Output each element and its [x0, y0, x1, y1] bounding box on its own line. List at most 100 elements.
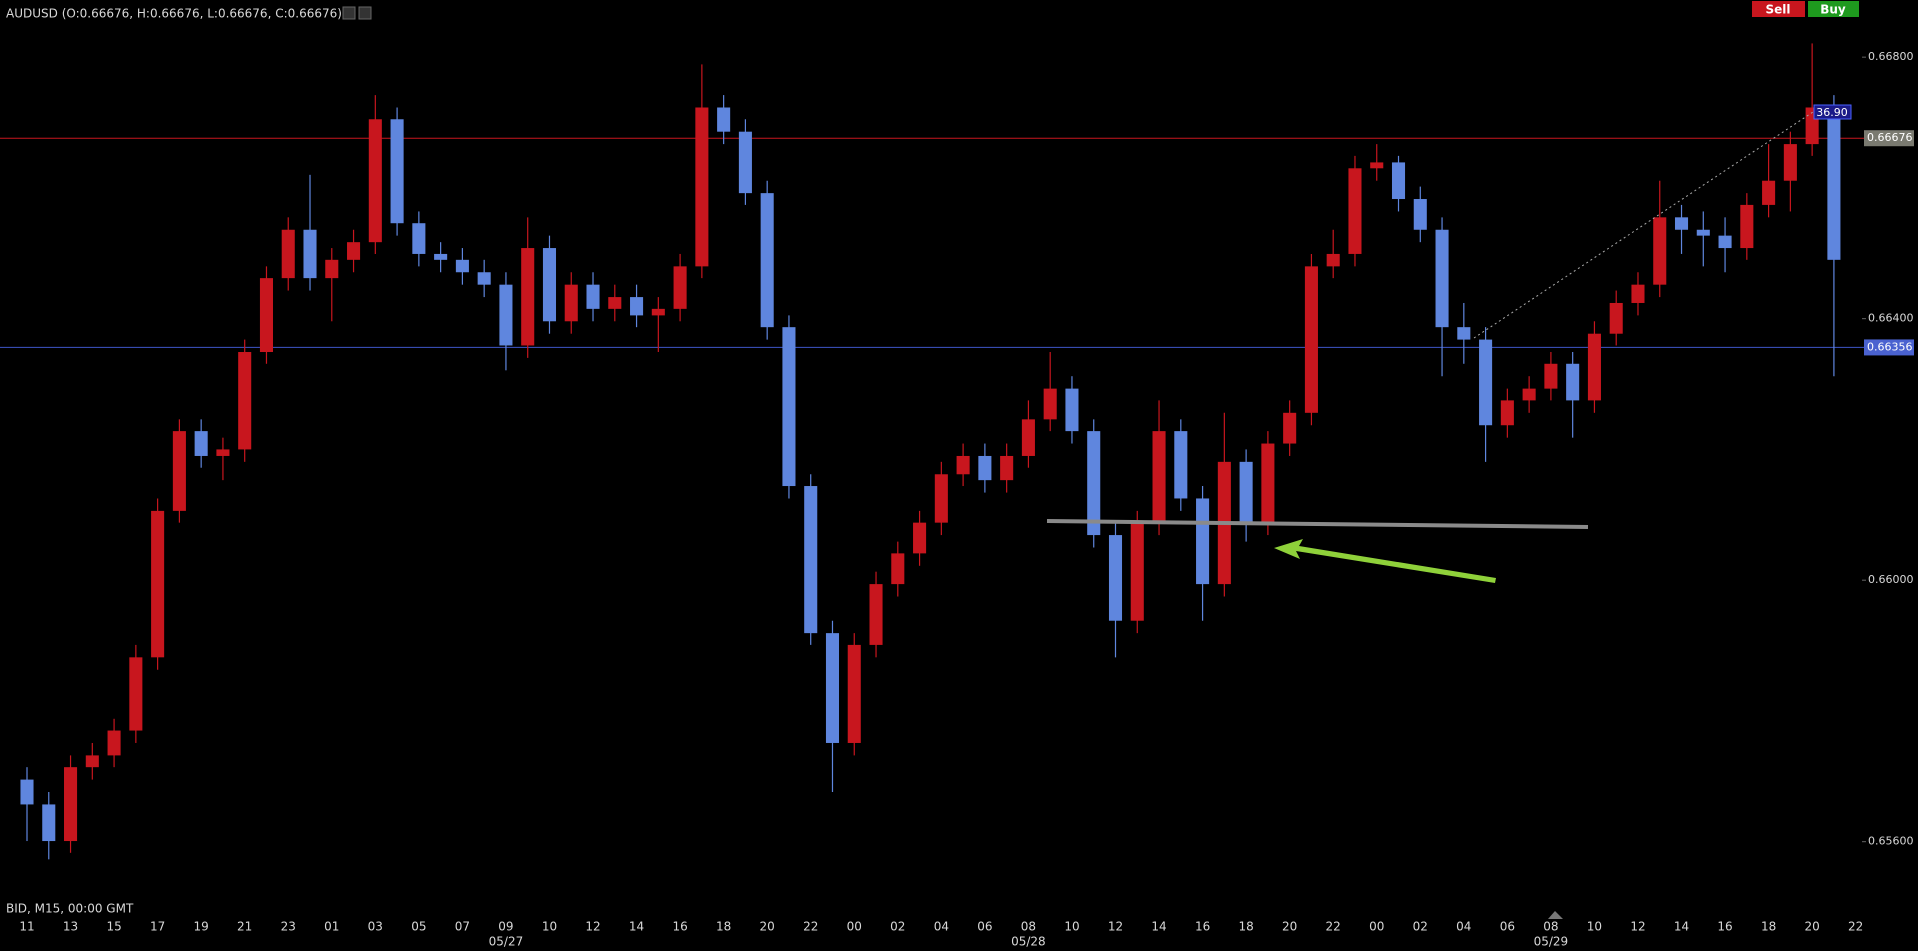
icon[interactable] — [358, 6, 372, 20]
candle-body — [368, 119, 382, 243]
candle-body — [151, 510, 165, 658]
candle-body — [1544, 363, 1558, 389]
candle-body — [1130, 522, 1144, 621]
candle-body — [825, 633, 840, 743]
x-tick-label: 20 — [1804, 920, 1819, 934]
candle-body — [869, 584, 883, 645]
candle-body — [85, 755, 99, 768]
candle-body — [412, 223, 426, 254]
x-tick-label: 08 — [1543, 920, 1558, 934]
x-tick-label: 03 — [368, 920, 383, 934]
x-tick-label: 07 — [455, 920, 470, 934]
sell-bg[interactable] — [1752, 1, 1805, 17]
candle-body — [303, 229, 317, 279]
candle-body — [934, 474, 948, 523]
buy-button[interactable]: Buy — [1808, 1, 1859, 17]
candle-body — [1435, 229, 1449, 328]
candle-body — [1152, 431, 1166, 523]
candle-body — [1740, 204, 1754, 249]
x-tick-label: 05 — [411, 920, 426, 934]
candle-body — [1304, 266, 1318, 413]
candle-body — [194, 431, 208, 456]
date-label: 05/29 — [1534, 935, 1569, 949]
candle-body — [782, 327, 796, 487]
arrow[interactable] — [1274, 539, 1496, 583]
candle-body — [129, 657, 143, 731]
candle-body — [586, 284, 600, 309]
candle-body — [542, 248, 557, 322]
x-tick-label: 12 — [1108, 920, 1123, 934]
candle-body — [347, 242, 361, 260]
candle-body — [1021, 419, 1035, 456]
candle-body — [1391, 162, 1406, 200]
icon[interactable] — [342, 6, 356, 20]
x-tick-label: 10 — [1064, 920, 1079, 934]
x-tick-label: 12 — [1630, 920, 1645, 934]
x-tick-label: 17 — [150, 920, 165, 934]
candle-body — [1762, 180, 1776, 205]
candle-body — [804, 486, 818, 634]
x-tick-label: 09 — [498, 920, 513, 934]
candle-body — [1283, 412, 1297, 444]
y-tick-label: 0.66000 — [1868, 573, 1914, 586]
sell-label[interactable]: Sell — [1765, 3, 1790, 17]
price-label: 0.66676 — [1867, 131, 1913, 144]
buy-label[interactable]: Buy — [1820, 3, 1846, 17]
x-tick-label: 20 — [1282, 920, 1297, 934]
x-tick-label: 06 — [977, 920, 992, 934]
candle-body — [608, 297, 622, 309]
candle-body — [1413, 199, 1427, 230]
candle-body — [630, 297, 644, 316]
measure-line[interactable] — [1473, 107, 1820, 339]
candle-body — [477, 272, 491, 285]
x-tick-label: 00 — [1369, 920, 1384, 934]
candle-body — [1196, 498, 1210, 585]
sell-button[interactable]: Sell — [1752, 1, 1805, 17]
x-tick-label: 13 — [63, 920, 78, 934]
x-tick-label: 02 — [1413, 920, 1428, 934]
x-tick-label: 22 — [1848, 920, 1863, 934]
measure-label: 36.90 — [1816, 106, 1848, 119]
date-label: 05/27 — [489, 935, 524, 949]
candle-body — [1326, 253, 1340, 267]
date-label: 05/28 — [1011, 935, 1046, 949]
x-tick-label: 01 — [324, 920, 339, 934]
x-tick-label: 22 — [1326, 920, 1341, 934]
candle-body — [1653, 217, 1667, 285]
candle-body — [238, 352, 252, 450]
x-tick-label: 00 — [847, 920, 862, 934]
candle-body — [695, 107, 709, 267]
x-tick-label: 18 — [1761, 920, 1776, 934]
candle-body — [434, 253, 448, 260]
candle-body — [1108, 535, 1123, 621]
x-tick-label: 14 — [1674, 920, 1689, 934]
buy-bg[interactable] — [1808, 1, 1859, 17]
y-tick-label: 0.65600 — [1868, 835, 1914, 848]
candle-body — [1827, 107, 1841, 260]
candle-body — [1587, 333, 1601, 401]
instrument-info: AUDUSD (O:0.66676, H:0.66676, L:0.66676,… — [6, 7, 342, 21]
x-tick-label: 19 — [194, 920, 209, 934]
candle-body — [1479, 339, 1493, 426]
x-tick-label: 15 — [106, 920, 121, 934]
candle-body — [64, 767, 78, 842]
x-tick-label: 06 — [1500, 920, 1515, 934]
candle-body — [521, 248, 535, 346]
trend-line[interactable] — [1046, 519, 1589, 529]
candle-body — [913, 522, 927, 554]
scroll-marker[interactable] — [1548, 911, 1563, 919]
candle-body — [216, 449, 230, 456]
x-tick-label: 21 — [237, 920, 252, 934]
candle-body — [281, 229, 295, 279]
x-tick-label: 20 — [760, 920, 775, 934]
x-tick-label: 14 — [1151, 920, 1166, 934]
candle-body — [1522, 388, 1536, 401]
candle-body — [1065, 388, 1079, 432]
measure-box — [1813, 104, 1852, 120]
x-tick-label: 02 — [890, 920, 905, 934]
x-tick-label: 10 — [542, 920, 557, 934]
x-tick-label: 04 — [1456, 920, 1471, 934]
candle-body — [499, 284, 513, 346]
